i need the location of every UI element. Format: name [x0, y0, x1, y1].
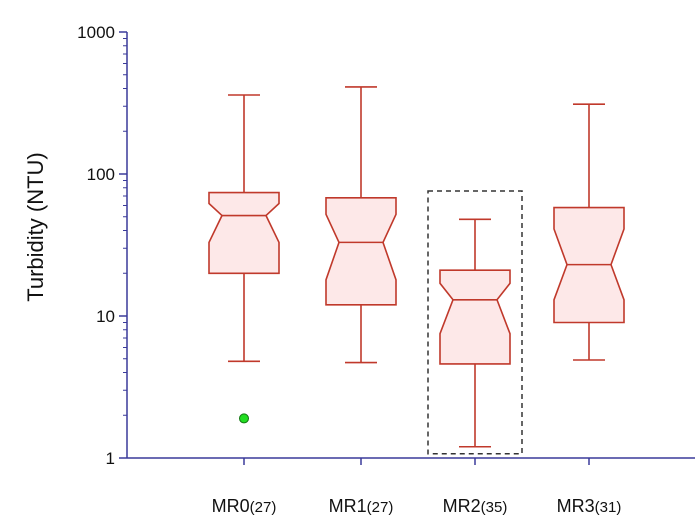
axes	[119, 31, 695, 465]
boxes	[208, 86, 625, 455]
x-tick-label: MR0(27)	[212, 496, 277, 516]
category-name: MR2	[443, 496, 481, 516]
y-tick-label: 1000	[77, 23, 115, 42]
outlier-point	[239, 413, 249, 424]
category-name: MR1	[329, 496, 367, 516]
notched-box	[208, 191, 280, 275]
category-count: (31)	[595, 499, 622, 516]
x-tick-label: MR1(27)	[329, 496, 394, 516]
notched-box	[325, 197, 397, 306]
box-mr1	[325, 86, 397, 364]
box-mr3	[553, 103, 625, 361]
category-name: MR0	[212, 496, 250, 516]
category-count: (27)	[367, 499, 394, 516]
category-name: MR3	[557, 496, 595, 516]
y-tick-label: 100	[87, 165, 115, 184]
y-tick-label: 1	[106, 449, 115, 468]
highlight-frame	[427, 190, 523, 455]
y-axis-title: Turbidity (NTU)	[23, 152, 48, 302]
box-mr2	[427, 190, 523, 455]
category-count: (35)	[481, 499, 508, 516]
notched-box	[439, 269, 511, 365]
box-mr0	[208, 94, 280, 424]
category-count: (27)	[250, 499, 277, 516]
x-tick-label: MR3(31)	[557, 496, 622, 516]
y-tick-label: 10	[96, 307, 115, 326]
x-tick-label: MR2(35)	[443, 496, 508, 516]
